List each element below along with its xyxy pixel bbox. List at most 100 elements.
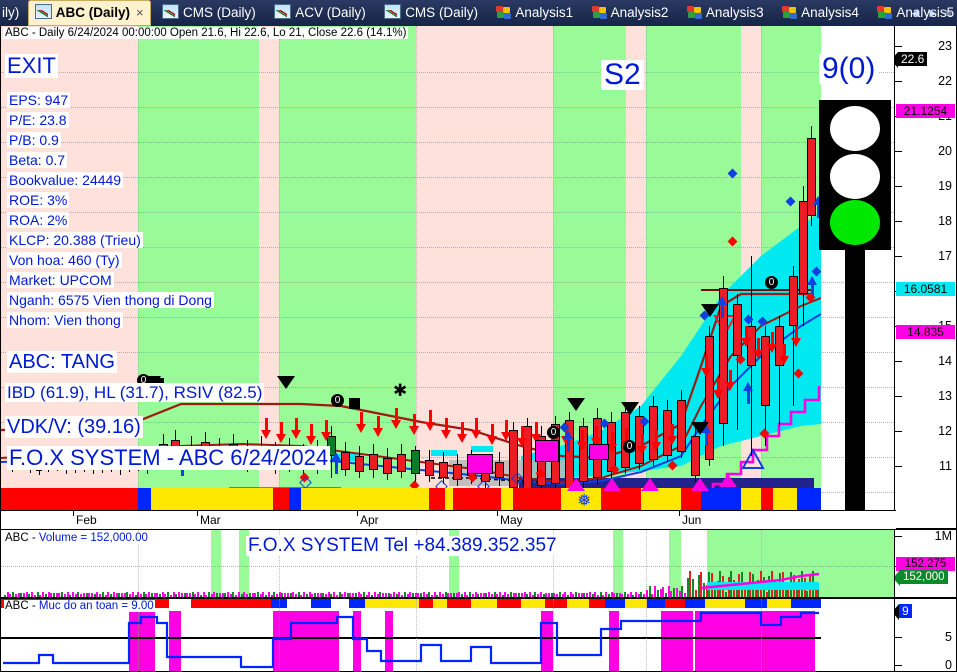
tab-analysis4[interactable]: Analysis4 bbox=[775, 0, 866, 26]
fundamental-pb: P/B: 0.9 bbox=[7, 132, 61, 148]
volume-bar-28 bbox=[80, 593, 83, 597]
volume-bar-10 bbox=[31, 592, 34, 597]
volume-bar-36 bbox=[101, 592, 104, 597]
price-tick-label-1: 22 bbox=[938, 74, 952, 88]
close-icon[interactable]: × bbox=[135, 5, 144, 20]
tab-next-icon[interactable]: ► bbox=[927, 6, 939, 20]
volume-bar-2 bbox=[9, 594, 12, 597]
price-axis[interactable]: 2322212019181716151413121122.621.125416.… bbox=[894, 26, 956, 528]
volume-bar-106 bbox=[292, 592, 295, 597]
volume-bar-48 bbox=[134, 594, 137, 597]
tab-abc-daily[interactable]: ABC (Daily) × bbox=[27, 0, 151, 26]
volume-bar-206 bbox=[564, 592, 567, 597]
vgridline-0 bbox=[138, 26, 139, 528]
tab-label: CMS (Daily) bbox=[405, 5, 478, 20]
fundamental-beta: Beta: 0.7 bbox=[7, 152, 68, 168]
volume-bar-255 bbox=[697, 574, 700, 597]
ind-ribbon-seg-7 bbox=[349, 599, 365, 608]
ind-vgrid-4 bbox=[646, 599, 647, 671]
volume-bar-75 bbox=[208, 592, 210, 597]
volume-bar-213 bbox=[583, 592, 586, 597]
volume-bar-145 bbox=[398, 592, 401, 597]
tab-prev-icon[interactable]: ◄ bbox=[909, 6, 922, 20]
volume-tag-1: 152,000 bbox=[895, 570, 948, 586]
volume-bar-109 bbox=[300, 594, 303, 597]
volume-tick-top bbox=[895, 536, 902, 537]
volume-bar-238 bbox=[651, 593, 654, 597]
volume-bar-14 bbox=[42, 592, 45, 597]
ribbon-seg-1 bbox=[138, 488, 151, 510]
indicator-title: ABC - Muc do an toan = 9.00 bbox=[4, 600, 155, 612]
tab-analysis5[interactable]: Analysis5 bbox=[870, 0, 957, 26]
price-tag-1: 21.1254 bbox=[896, 104, 955, 119]
blue-arrow-stem-6 bbox=[810, 285, 814, 298]
exit-label: EXIT bbox=[5, 53, 58, 78]
volume-bar-234 bbox=[640, 592, 643, 597]
indicator-axis[interactable]: 9 5 0 bbox=[894, 599, 956, 671]
price-tick-label-4: 19 bbox=[938, 179, 952, 193]
volume-bar-151 bbox=[414, 592, 417, 597]
volume-bar-31 bbox=[88, 593, 91, 597]
ind-ribbon-seg-18 bbox=[605, 599, 625, 608]
tab-menu-icon[interactable]: ≡ bbox=[944, 6, 952, 20]
blue-up-arrow-4 bbox=[717, 296, 727, 305]
volume-bar-94 bbox=[259, 593, 262, 597]
tab-cms-daily-2[interactable]: CMS (Daily) bbox=[377, 0, 485, 26]
red-down-arrow-21 bbox=[607, 444, 617, 453]
volume-bar-250 bbox=[684, 592, 686, 597]
volume-bar-21 bbox=[61, 592, 64, 597]
ribbon-seg-15 bbox=[701, 488, 741, 510]
tab-analysis3[interactable]: Analysis3 bbox=[680, 0, 771, 26]
candle-m15-body bbox=[369, 454, 378, 470]
indicator-magenta-zone-4 bbox=[385, 611, 393, 671]
volume-bar-246 bbox=[673, 587, 676, 597]
volume-bar-240 bbox=[656, 589, 659, 597]
volume-bar-27 bbox=[77, 592, 80, 597]
red-arrow-stem-3 bbox=[309, 424, 313, 437]
price-plot-area[interactable]: 0000011✱❅ bbox=[1, 26, 896, 528]
tab-cms-daily-1[interactable]: CMS (Daily) bbox=[155, 0, 263, 26]
volume-bar-199 bbox=[545, 592, 548, 597]
tab-analysis2[interactable]: Analysis2 bbox=[585, 0, 676, 26]
tab-acv-daily[interactable]: ACV (Daily) bbox=[267, 0, 373, 26]
volume-bar-218 bbox=[596, 594, 599, 597]
volume-bar-162 bbox=[444, 592, 447, 597]
fundamental-pe: P/E: 23.8 bbox=[7, 112, 69, 128]
ind-vgrid-0 bbox=[138, 599, 139, 671]
volume-bar-222 bbox=[607, 593, 610, 597]
red-arrow-stem-33 bbox=[794, 326, 798, 339]
ribbon-seg-2 bbox=[151, 488, 273, 510]
red-arrow-stem-26 bbox=[704, 356, 708, 369]
indicator-pane[interactable]: ABC - Muc do an toan = 9.00 9 5 0 bbox=[0, 598, 957, 672]
volume-bar-107 bbox=[295, 594, 298, 597]
gridline-1 bbox=[1, 107, 896, 108]
volume-highlight-2 bbox=[449, 530, 459, 597]
candle-r0-body bbox=[509, 430, 518, 488]
puzzle-icon bbox=[877, 6, 893, 19]
date-tick-1 bbox=[197, 511, 198, 516]
tab-partial[interactable]: ily) bbox=[2, 5, 20, 20]
volume-bar-105 bbox=[289, 593, 292, 597]
volume-bar-183 bbox=[501, 594, 504, 597]
ribbon-seg-8 bbox=[453, 488, 501, 510]
candle-r18-body bbox=[761, 336, 770, 406]
price-chart-pane[interactable]: 0000011✱❅ ABC - Daily 6/24/2024 00:00:00… bbox=[0, 26, 957, 529]
red-down-arrow-4 bbox=[321, 432, 331, 441]
red-arrow-stem-31 bbox=[770, 332, 774, 345]
volume-bar-180 bbox=[493, 592, 496, 597]
volume-pane[interactable]: ABC - Volume = 152,000.00 F.O.X SYSTEM T… bbox=[0, 529, 957, 598]
volume-bar-133 bbox=[365, 594, 368, 597]
volume-plot-area[interactable] bbox=[1, 530, 896, 597]
volume-axis[interactable]: 1M 152,275 152,000 bbox=[894, 530, 956, 597]
volume-bar-208 bbox=[569, 592, 572, 597]
volume-bar-147 bbox=[403, 592, 406, 597]
tab-analysis1[interactable]: Analysis1 bbox=[489, 0, 580, 26]
volume-bar-155 bbox=[425, 593, 428, 597]
volume-bar-203 bbox=[556, 593, 559, 597]
volume-bar-251 bbox=[686, 577, 689, 597]
volume-bar-20 bbox=[58, 593, 61, 597]
red-arrow-stem-6 bbox=[376, 416, 380, 429]
volume-bar-158 bbox=[433, 592, 436, 597]
price-tag-2: 16.0581 bbox=[896, 281, 955, 296]
volume-bar-15 bbox=[44, 593, 47, 597]
